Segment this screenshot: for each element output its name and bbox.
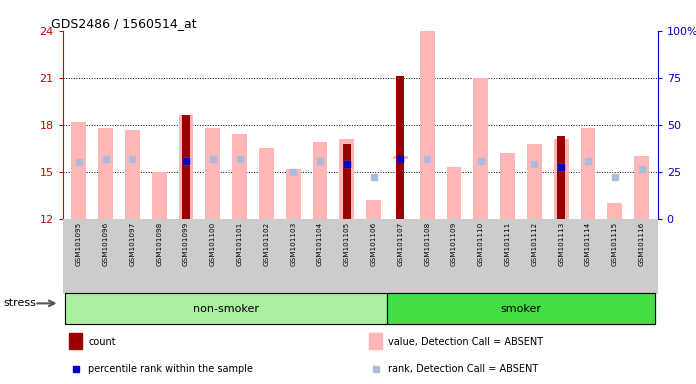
Bar	[125, 129, 140, 219]
Bar	[447, 167, 461, 219]
Text: GSM101116: GSM101116	[639, 222, 644, 266]
Text: GSM101113: GSM101113	[558, 222, 564, 266]
Bar	[634, 156, 649, 219]
Text: GSM101110: GSM101110	[478, 222, 484, 266]
Bar	[179, 115, 193, 219]
Text: GSM101101: GSM101101	[237, 222, 242, 266]
Text: percentile rank within the sample: percentile rank within the sample	[88, 364, 253, 374]
Bar	[387, 293, 655, 324]
Text: value, Detection Call = ABSENT: value, Detection Call = ABSENT	[388, 337, 544, 347]
Bar	[557, 136, 565, 219]
Bar	[65, 293, 387, 324]
Bar	[369, 333, 382, 349]
Text: non-smoker: non-smoker	[193, 304, 259, 314]
Text: smoker: smoker	[500, 304, 541, 314]
Bar	[396, 76, 404, 219]
Bar	[98, 128, 113, 219]
Bar	[420, 31, 434, 219]
Text: GSM101108: GSM101108	[424, 222, 430, 266]
Text: GSM101105: GSM101105	[344, 222, 350, 266]
Text: GSM101096: GSM101096	[102, 222, 109, 266]
Text: GSM101106: GSM101106	[370, 222, 377, 266]
Text: count: count	[88, 337, 116, 347]
Text: GSM101097: GSM101097	[129, 222, 135, 266]
Bar	[65, 293, 387, 324]
Bar	[313, 142, 327, 219]
Text: GSM101115: GSM101115	[612, 222, 618, 266]
Bar	[366, 200, 381, 219]
Text: GSM101100: GSM101100	[209, 222, 216, 266]
Text: GSM101103: GSM101103	[290, 222, 296, 266]
Bar	[232, 134, 247, 219]
Text: GSM101111: GSM101111	[505, 222, 511, 266]
Bar	[286, 169, 301, 219]
Text: rank, Detection Call = ABSENT: rank, Detection Call = ABSENT	[388, 364, 539, 374]
Bar	[152, 172, 166, 219]
Bar	[205, 128, 220, 219]
Bar	[69, 333, 82, 349]
Text: GSM101098: GSM101098	[156, 222, 162, 266]
Text: GSM101099: GSM101099	[183, 222, 189, 266]
Text: GSM101104: GSM101104	[317, 222, 323, 266]
Bar	[393, 156, 408, 159]
Bar	[340, 139, 354, 219]
Text: GSM101114: GSM101114	[585, 222, 591, 266]
Text: GSM101107: GSM101107	[397, 222, 404, 266]
Bar	[608, 203, 622, 219]
Text: GDS2486 / 1560514_at: GDS2486 / 1560514_at	[51, 17, 196, 30]
Bar	[527, 144, 541, 219]
Bar	[387, 293, 655, 324]
Bar	[473, 78, 488, 219]
Bar	[72, 122, 86, 219]
Text: stress: stress	[3, 298, 36, 308]
Text: GSM101095: GSM101095	[76, 222, 81, 266]
Bar	[259, 148, 274, 219]
Text: GSM101112: GSM101112	[532, 222, 537, 266]
Text: GSM101109: GSM101109	[451, 222, 457, 266]
Bar	[500, 153, 515, 219]
Bar	[182, 115, 190, 219]
Bar	[342, 144, 351, 219]
Bar	[580, 128, 595, 219]
Text: GSM101102: GSM101102	[263, 222, 269, 266]
Bar	[554, 139, 569, 219]
